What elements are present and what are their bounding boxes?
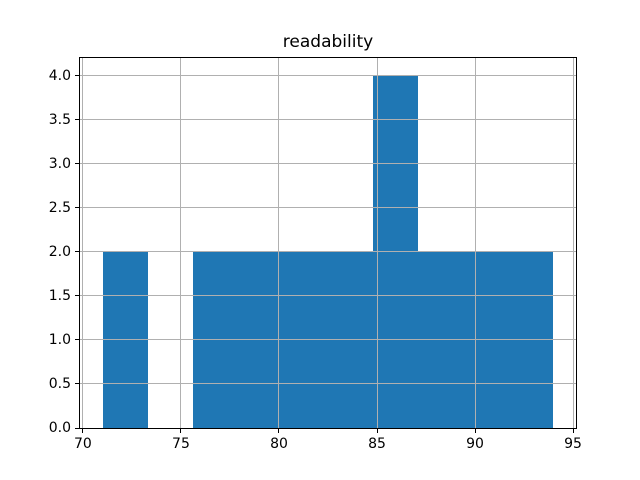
y-tick-mark xyxy=(75,427,79,429)
chart-title: readability xyxy=(282,32,374,52)
gridline-vertical xyxy=(180,58,182,428)
gridline-horizontal xyxy=(80,207,576,209)
x-tick-mark xyxy=(82,429,84,433)
y-tick-label: 0.0 xyxy=(48,420,71,436)
y-tick-mark xyxy=(75,207,79,209)
plot-area xyxy=(79,57,577,429)
gridline-vertical xyxy=(376,58,378,428)
y-tick-mark xyxy=(75,75,79,77)
gridline-vertical xyxy=(82,58,84,428)
gridline-vertical xyxy=(572,58,574,428)
y-tick-label: 4.0 xyxy=(48,67,71,84)
gridline-horizontal xyxy=(80,163,576,165)
x-tick-mark xyxy=(376,429,378,433)
grid-layer xyxy=(80,58,576,428)
x-tick-mark xyxy=(180,429,182,433)
x-tick-label: 95 xyxy=(564,436,582,452)
y-tick-mark xyxy=(75,383,79,385)
gridline-horizontal xyxy=(80,75,576,77)
y-tick-mark xyxy=(75,339,79,341)
gridline-horizontal xyxy=(80,251,576,253)
x-tick-label: 90 xyxy=(466,436,484,452)
gridline-horizontal xyxy=(80,383,576,385)
y-tick-mark xyxy=(75,295,79,297)
gridline-vertical xyxy=(278,58,280,428)
y-tick-mark xyxy=(75,163,79,165)
y-tick-label: 3.0 xyxy=(48,155,71,172)
x-tick-label: 85 xyxy=(368,436,386,452)
x-tick-mark xyxy=(278,429,280,433)
gridline-vertical xyxy=(474,58,476,428)
x-tick-mark xyxy=(572,429,574,433)
gridline-horizontal xyxy=(80,339,576,341)
y-tick-label: 1.0 xyxy=(48,331,71,348)
x-tick-label: 70 xyxy=(74,436,92,452)
y-tick-mark xyxy=(75,119,79,121)
y-tick-label: 0.5 xyxy=(48,375,71,392)
y-tick-label: 2.0 xyxy=(48,243,71,260)
x-tick-mark xyxy=(474,429,476,433)
y-tick-label: 2.5 xyxy=(48,199,71,216)
x-tick-label: 75 xyxy=(172,436,190,452)
y-tick-label: 1.5 xyxy=(48,287,71,304)
y-tick-mark xyxy=(75,251,79,253)
y-tick-label: 3.5 xyxy=(48,111,71,128)
gridline-horizontal xyxy=(80,295,576,297)
gridline-horizontal xyxy=(80,119,576,121)
x-tick-label: 80 xyxy=(270,436,288,452)
